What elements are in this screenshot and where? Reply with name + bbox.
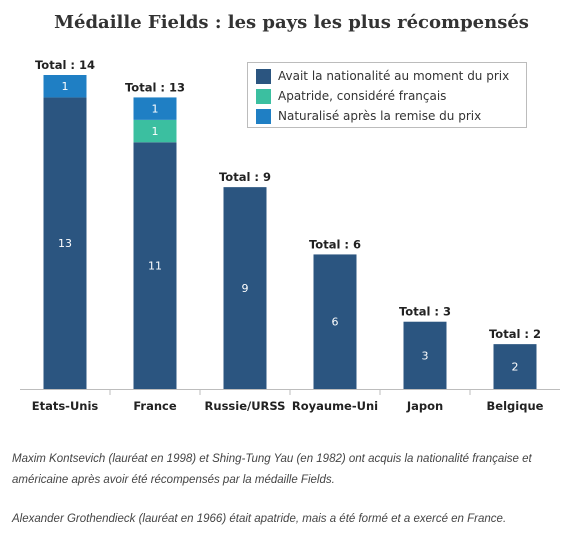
bar-segment: [403, 321, 447, 389]
footnote-naturalized: Maxim Kontsevich (lauréat en 1998) et Sh…: [12, 453, 532, 486]
bar-value-label: 3: [422, 349, 429, 362]
legend-label-naturalized: Naturalisé après la remise du prix: [278, 109, 482, 123]
chart-legend: Avait la nationalité au moment du prix A…: [247, 62, 527, 128]
chart-title: Médaille Fields : les pays les plus réco…: [54, 12, 529, 33]
bar-value-label: 1: [152, 125, 159, 138]
x-tick-label: Russie/URSS: [205, 399, 286, 413]
bar-total-label: Total : 9: [219, 170, 271, 184]
legend-swatch-nationality: [256, 68, 271, 84]
bar-total-label: Total : 2: [489, 327, 541, 341]
bar-value-label: 1: [152, 103, 159, 116]
bar-segment: [43, 97, 87, 389]
bar-value-label: 6: [332, 316, 339, 329]
bar-total-label: Total : 14: [35, 58, 95, 72]
x-tick-label: Etats-Unis: [32, 399, 99, 413]
x-tick-label: Belgique: [487, 399, 544, 413]
bar-value-label: 13: [58, 237, 72, 250]
bar-total-label: Total : 13: [125, 80, 185, 94]
bar-segment: [493, 344, 537, 389]
legend-swatch-naturalized: [256, 108, 271, 124]
x-tick-label: Royaume-Uni: [292, 399, 378, 413]
bar-total-label: Total : 6: [309, 237, 361, 251]
footnote-grothendieck: Alexander Grothendieck (lauréat en 1966)…: [12, 513, 507, 525]
x-tick-label: Japon: [406, 399, 443, 413]
bar-segment: [133, 119, 177, 143]
bar-segment: [313, 254, 357, 389]
bar-total-label: Total : 3: [399, 305, 451, 319]
legend-label-nationality: Avait la nationalité au moment du prix: [278, 69, 510, 83]
bar-value-label: 1: [62, 80, 69, 93]
legend-item-nationality: Avait la nationalité au moment du prix: [256, 66, 518, 86]
x-tick-label: France: [133, 399, 177, 413]
legend-label-stateless: Apatride, considéré français: [278, 89, 447, 103]
bar-segment: [133, 97, 177, 120]
bar-segment: [43, 75, 87, 98]
bar-value-label: 11: [148, 260, 162, 273]
legend-item-naturalized: Naturalisé après la remise du prix: [256, 106, 518, 126]
bar-segment: [133, 142, 177, 389]
bar-value-label: 9: [242, 282, 249, 295]
bar-value-label: 2: [512, 361, 519, 374]
legend-swatch-stateless: [256, 88, 271, 104]
bar-segment: [223, 187, 267, 389]
legend-item-stateless: Apatride, considéré français: [256, 86, 518, 106]
